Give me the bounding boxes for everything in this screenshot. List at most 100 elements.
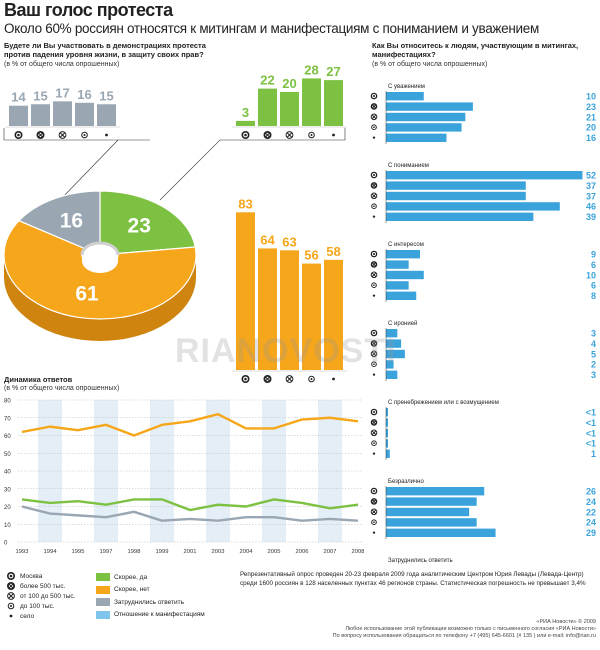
attitude-bar-5-4 xyxy=(386,528,496,537)
attitude-icon-4-0 xyxy=(370,408,378,416)
attitude-value-1-4: 39 xyxy=(586,212,596,222)
settlement-legend: Москва более 500 тыс. от 100 до 500 тыс. до… xyxy=(6,571,75,621)
attitude-group-label-2: С интересом xyxy=(388,242,424,248)
answer-legend-item-2: Затруднились ответить xyxy=(96,596,205,609)
attitude-bar-2-1 xyxy=(386,260,409,269)
attitude-icon-0-0 xyxy=(370,92,378,100)
green-value-2: 20 xyxy=(282,76,296,91)
dynamics-xtick-0: 1993 xyxy=(16,549,29,555)
gray-value-3: 16 xyxy=(77,87,91,102)
attitude-bar-2-2 xyxy=(386,270,424,280)
gray-icon-село xyxy=(105,133,108,137)
answer-legend-label-1: Скорее, нет xyxy=(114,586,150,594)
attitude-group-label-5: Безразлично xyxy=(388,479,424,485)
orange-icon-Москва xyxy=(241,375,250,383)
attitude-bar-4-1 xyxy=(386,418,388,427)
attitude-icon-3-3 xyxy=(371,361,377,368)
answer-legend-swatch-2 xyxy=(96,598,110,607)
attitude-icon-1-4 xyxy=(372,215,376,218)
orange-bar-1 xyxy=(258,248,277,370)
gray-connector xyxy=(59,139,119,201)
attitude-icon-2-2 xyxy=(370,271,378,279)
attitude-value-5-0: 26 xyxy=(586,487,596,497)
answer-legend-item-3: Отношение к манифестациям xyxy=(96,609,205,622)
gray-icon-до 100 тыс. xyxy=(81,131,88,139)
orange-bar-2 xyxy=(280,250,299,370)
attitude-value-3-1: 4 xyxy=(591,339,596,349)
attitude-bar-3-1 xyxy=(386,339,402,348)
attitude-value-5-3: 24 xyxy=(586,518,596,528)
attitude-icon-5-3 xyxy=(371,519,377,526)
dynamics-ytick-2: 20 xyxy=(4,505,11,511)
attitude-group-label-0: С уважением xyxy=(388,84,425,90)
attitude-bar-1-3 xyxy=(386,202,560,211)
gray-bar-4 xyxy=(97,104,116,126)
attitude-bar-0-2 xyxy=(386,112,466,122)
attitude-bar-0-3 xyxy=(386,123,462,132)
settlement-legend-item-1: более 500 тыс. xyxy=(6,581,75,591)
attitude-value-1-2: 37 xyxy=(586,191,596,201)
attitude-bar-1-4 xyxy=(386,212,534,221)
attitude-value-3-2: 5 xyxy=(591,349,596,359)
attitude-bar-3-0 xyxy=(386,329,398,338)
pie-hole xyxy=(82,243,118,267)
watermark: RIANOVOSTI xyxy=(175,332,397,370)
attitude-bar-5-1 xyxy=(386,497,477,506)
dynamics-title: Динамика ответов xyxy=(4,375,73,384)
attitude-icon-3-2 xyxy=(370,350,378,358)
gray-value-1: 15 xyxy=(33,88,47,103)
gray-icon-более 500 тыс. xyxy=(36,131,45,139)
settlement-legend-label-1: более 500 тыс. xyxy=(20,582,66,590)
attitude-icon-0-3 xyxy=(371,124,377,131)
Москва-icon xyxy=(7,572,15,580)
attitude-bar-2-3 xyxy=(386,281,409,290)
attitude-icon-2-0 xyxy=(370,250,378,258)
attitude-bar-5-3 xyxy=(386,518,477,527)
answer-legend: Скорее, да Скорее, нет Затруднились ответи… xyxy=(96,571,205,621)
attitude-value-3-4: 3 xyxy=(591,370,596,380)
attitude-bar-1-0 xyxy=(386,171,583,180)
green-icon-Москва xyxy=(241,131,250,139)
answer-legend-label-2: Затруднились ответить xyxy=(114,598,185,606)
orange-value-2: 63 xyxy=(282,234,296,249)
pie-hole-inner xyxy=(82,255,118,273)
orange-value-4: 58 xyxy=(326,244,340,259)
settlement-legend-item-4: село xyxy=(6,611,75,621)
settlement-legend-label-0: Москва xyxy=(20,572,43,580)
orange-icon-более 500 тыс. xyxy=(263,375,272,383)
attitude-bar-4-0 xyxy=(386,408,388,417)
attitude-bar-3-4 xyxy=(386,370,398,379)
dynamics-line-chart: 0 10 20 30 40 50 60 70 80 1993 1994 1995 1997 1998 199… xyxy=(4,399,364,556)
attitude-group-label-6: Затруднились ответить xyxy=(388,558,453,564)
attitude-icon-3-1 xyxy=(370,340,378,347)
green-value-0: 3 xyxy=(242,105,249,120)
pie-label-1: 61 xyxy=(75,283,99,306)
answer-legend-item-0: Скорее, да xyxy=(96,571,205,584)
green-bar-3 xyxy=(302,78,321,126)
attitude-bar-5-0 xyxy=(386,487,485,496)
green-icon-до 100 тыс. xyxy=(308,131,315,139)
attitude-value-0-2: 21 xyxy=(586,112,596,122)
gray-bar-3 xyxy=(75,102,94,126)
attitude-value-1-3: 46 xyxy=(586,202,596,212)
green-icon-от 100 до 500 тыс. xyxy=(285,131,294,139)
footer-line2: По вопросу использования обращаться по т… xyxy=(332,633,596,639)
orange-icon-от 100 до 500 тыс. xyxy=(285,375,294,383)
attitude-question: Как Вы относитесь к людям, участвующим в… xyxy=(372,41,579,59)
attitude-value-5-4: 29 xyxy=(586,528,596,538)
attitude-icon-1-0 xyxy=(370,171,378,179)
dynamics-xtick-3: 1997 xyxy=(100,549,113,555)
attitude-bar-0-1 xyxy=(386,102,473,111)
dynamics-xtick-1: 1994 xyxy=(44,549,58,555)
dynamics-xtick-10: 2006 xyxy=(296,549,309,555)
attitude-bar-2-0 xyxy=(386,250,421,259)
pie-unit: (в % от общего числа опрошенных) xyxy=(4,61,120,68)
attitude-bar-3-2 xyxy=(386,349,405,359)
attitude-bar-1-2 xyxy=(386,191,526,201)
attitude-icon-3-0 xyxy=(370,329,378,337)
attitude-unit: (в % от общего числа опрошенных) xyxy=(372,61,488,68)
pie-wall-1 xyxy=(4,255,196,341)
attitude-group-label-1: С пониманием xyxy=(388,163,429,169)
attitude-value-4-2: <1 xyxy=(586,428,596,438)
dynamics-xtick-7: 2003 xyxy=(212,549,225,555)
